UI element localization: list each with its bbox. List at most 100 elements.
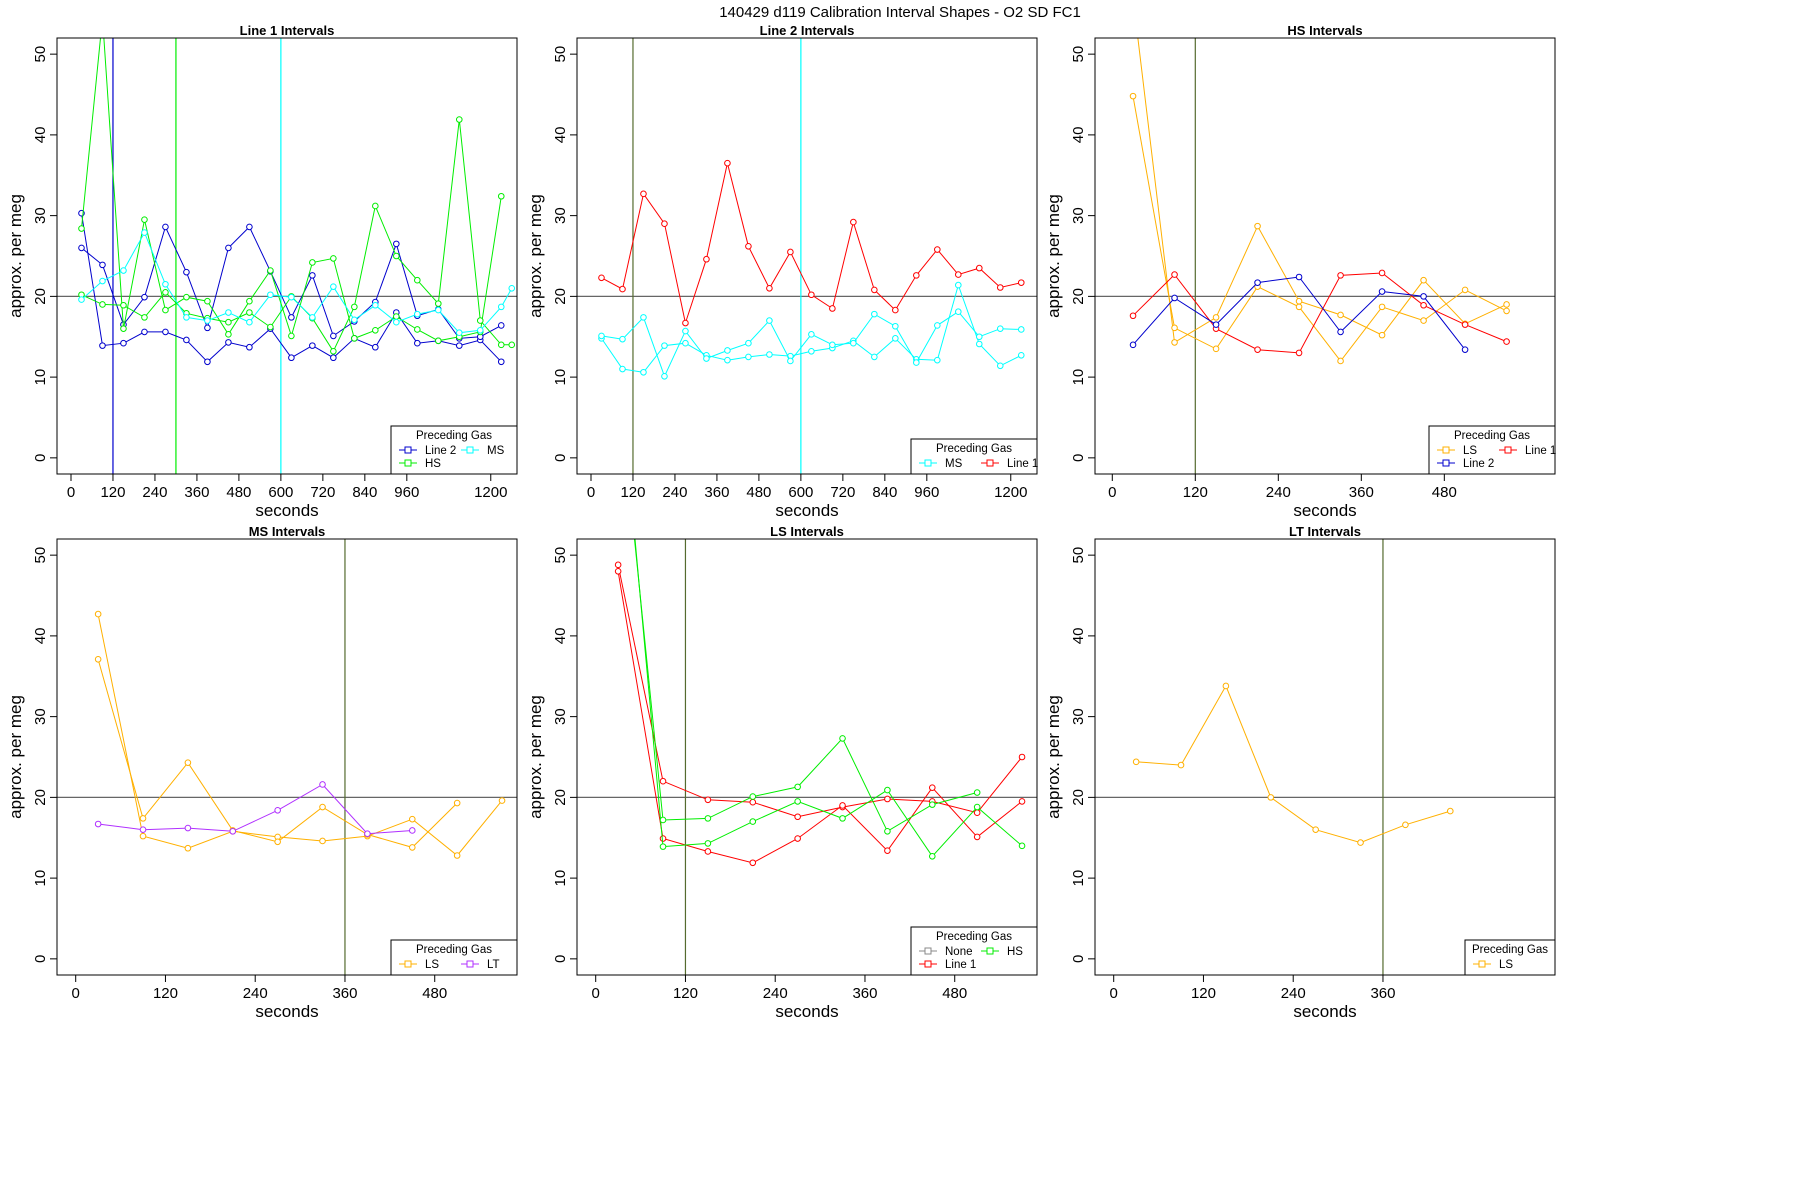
legend-label: Line 1: [945, 959, 976, 971]
legend: Preceding Gas Line 2 MS HS: [390, 425, 518, 475]
data-point: [288, 314, 295, 321]
legend-swatch-marker: [924, 947, 932, 955]
legend-label: MS: [945, 458, 963, 470]
data-point: [393, 313, 400, 320]
legend-title: Preceding Gas: [936, 443, 1012, 455]
y-tick-label: 50: [1070, 46, 1087, 63]
x-tick-label: 360: [332, 985, 357, 1002]
data-point: [704, 796, 712, 804]
data-point: [1212, 345, 1220, 353]
data-point: [1420, 317, 1427, 324]
data-point: [1129, 341, 1137, 349]
data-point: [1254, 279, 1261, 286]
data-point: [749, 798, 757, 806]
legend-swatch-marker: [404, 459, 412, 467]
data-point: [1018, 798, 1026, 805]
data-point: [229, 827, 237, 835]
data-point: [661, 220, 668, 228]
legend-swatch-marker: [1442, 446, 1450, 454]
data-point: [973, 789, 981, 796]
data-point: [372, 202, 379, 210]
data-point: [497, 322, 505, 329]
data-point: [614, 561, 622, 569]
data-point: [120, 301, 127, 309]
data-point: [455, 342, 463, 349]
data-point: [661, 342, 668, 349]
y-tick-label: 20: [552, 789, 569, 806]
data-point: [225, 309, 232, 316]
data-point: [476, 317, 484, 324]
data-point: [393, 318, 400, 326]
legend-box: [910, 438, 1038, 475]
data-point: [884, 827, 891, 835]
data-point: [99, 301, 106, 308]
data-point: [1503, 307, 1510, 315]
data-point: [640, 190, 647, 198]
data-point: [598, 332, 605, 340]
y-tick-label: 0: [32, 955, 49, 963]
data-point: [1295, 297, 1303, 305]
data-point: [829, 305, 836, 312]
series-line: [97, 614, 503, 857]
panel-title: Line 1 Intervals: [240, 23, 335, 38]
data-point: [1503, 338, 1510, 345]
data-point: [184, 824, 192, 832]
data-point: [288, 354, 295, 362]
legend-swatch-marker: [1504, 446, 1512, 454]
data-point: [246, 318, 253, 326]
series-line: [81, 231, 513, 334]
data-point: [434, 337, 442, 345]
legend: Preceding Gas None HS Line 1: [910, 926, 1038, 976]
legend-entry: LS: [399, 959, 439, 971]
data-point: [330, 347, 337, 355]
data-point: [1254, 222, 1261, 230]
data-point: [1337, 357, 1344, 365]
y-tick-label: 30: [32, 708, 49, 725]
x-tick-label: 0: [67, 484, 75, 501]
data-point: [973, 833, 981, 841]
data-point: [1018, 753, 1026, 761]
data-point: [640, 314, 647, 321]
panel-6: LT Intervals 0 10 20 30 40 50 0 120 240 360 seconds…: [1044, 524, 1556, 1021]
y-tick-label: 20: [552, 288, 569, 305]
plot-frame: [1094, 37, 1556, 475]
data-point: [1378, 288, 1386, 295]
data-point: [973, 803, 981, 811]
series-ls: [1137, 38, 1510, 346]
series-line: [81, 225, 502, 339]
data-point: [414, 339, 421, 347]
legend-title: Preceding Gas: [416, 944, 492, 956]
data-point: [1129, 92, 1137, 100]
y-tick-label: 20: [32, 789, 49, 806]
legend-entry: Line 2: [399, 445, 456, 457]
x-tick-label: 1200: [994, 484, 1027, 501]
data-point: [745, 339, 752, 347]
x-tick-label: 840: [352, 484, 377, 501]
plot-area: [577, 38, 1037, 474]
x-tick-label: 240: [1281, 985, 1306, 1002]
data-point: [94, 820, 102, 828]
data-point: [850, 339, 857, 347]
plot-area: [57, 539, 517, 975]
legend-swatch-marker: [1442, 459, 1450, 467]
y-tick-label: 10: [552, 369, 569, 386]
data-point: [1267, 794, 1275, 801]
data-point: [372, 301, 379, 309]
x-axis-label: seconds: [255, 501, 318, 520]
data-point: [892, 322, 899, 330]
plot-frame: [56, 538, 518, 976]
data-point: [659, 835, 667, 842]
x-tick-label: 600: [268, 484, 293, 501]
data-point: [954, 281, 962, 289]
y-tick-label: 30: [1070, 207, 1087, 224]
y-tick-label: 30: [552, 708, 569, 725]
legend-label: Line 2: [425, 445, 456, 457]
data-point: [794, 813, 801, 821]
legend-swatch-marker: [924, 960, 932, 968]
data-point: [330, 354, 337, 362]
legend-box: [390, 939, 518, 976]
data-point: [1461, 286, 1469, 294]
y-tick-label: 50: [552, 46, 569, 63]
data-point: [364, 830, 371, 838]
